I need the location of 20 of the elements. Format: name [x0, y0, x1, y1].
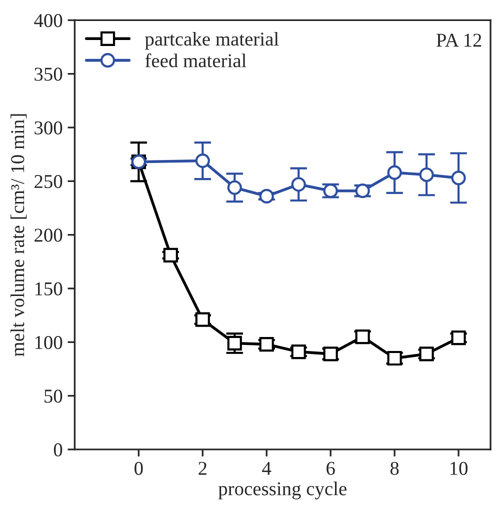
x-tick-label: 4 [262, 462, 272, 475]
y-axis-title: melt volume rate [cm³/ 10 min] [10, 114, 27, 356]
legend-label: feed material [145, 53, 246, 68]
y-tick-label: 100 [35, 336, 62, 350]
x-tick-label: 0 [134, 462, 143, 475]
annotation: PA 12 [436, 34, 482, 47]
x-tick-label: 8 [390, 462, 399, 475]
y-tick-label: 300 [34, 121, 62, 134]
x-tick-label: 6 [326, 462, 335, 475]
y-tick-label: 0 [54, 443, 62, 456]
x-axis-title: processing cycle [218, 482, 346, 500]
y-tick-label: 400 [34, 14, 62, 28]
x-tick-label: 10 [450, 462, 468, 475]
y-tick-label: 250 [34, 174, 62, 188]
y-tick-label: 200 [34, 228, 62, 242]
y-tick-label: 150 [35, 282, 62, 296]
legend-label: partcake material [145, 32, 279, 50]
y-tick-label: 350 [34, 68, 62, 81]
y-tick-label: 50 [44, 390, 62, 403]
x-tick-label: 2 [198, 462, 206, 475]
